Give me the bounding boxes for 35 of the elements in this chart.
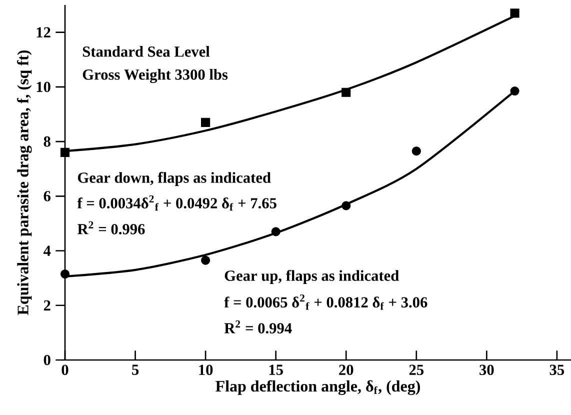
point (342, 88, 351, 97)
x-tick-label: 35 (550, 364, 564, 376)
annotation: Standard Sea Level (82, 46, 210, 57)
annotation: f = 0.0065 δ$^{2}$$_{f}$ + 0.0812 δ$_{f}$ + 3.06 (224, 294, 428, 310)
y-tick-label: 10 (36, 82, 50, 92)
x-tick-label: 15 (269, 364, 283, 375)
y-tick-label: 12 (36, 27, 50, 38)
x-tick-label: 10 (199, 364, 213, 376)
point (201, 118, 210, 127)
point (60, 269, 70, 279)
y-tick-label: 6 (44, 191, 51, 202)
annotation: R$^{2}$ = 0.994 (224, 320, 292, 334)
x-tick-label: 25 (409, 364, 424, 376)
x-tick-label: 20 (339, 364, 354, 376)
point (271, 227, 280, 236)
y-tick-label: 2 (44, 300, 50, 310)
y-tick-label: 8 (44, 136, 50, 147)
annotation: Gross Weight 3300 lbs (82, 68, 228, 84)
annotation: R$^{2}$ = 0.996 (77, 221, 145, 234)
x-axis-title: Flap deflection angle, δ$_{f}$, (deg) (216, 380, 420, 396)
point (510, 8, 520, 18)
point (342, 201, 351, 210)
y-tick-label: 4 (44, 246, 51, 256)
point (510, 86, 520, 96)
annotation: f = 0.0034δ$^{2}$$_{f}$ + 0.0492 δ$_{f}$ + 7.65 (77, 195, 276, 211)
annotation: Gear down, flaps as indicated (78, 172, 271, 186)
annotation: Gear up, flaps as indicated (224, 270, 399, 284)
x-tick-label: 5 (132, 364, 139, 375)
point (412, 146, 421, 156)
point (60, 148, 70, 157)
point (201, 256, 210, 265)
y-axis-title: Equivalent parasite drag area, f, (sq ft) (17, 50, 32, 315)
x-tick-label: 30 (480, 364, 494, 376)
x-tick-label: 0 (62, 364, 68, 376)
y-tick-label: 0 (44, 354, 50, 366)
